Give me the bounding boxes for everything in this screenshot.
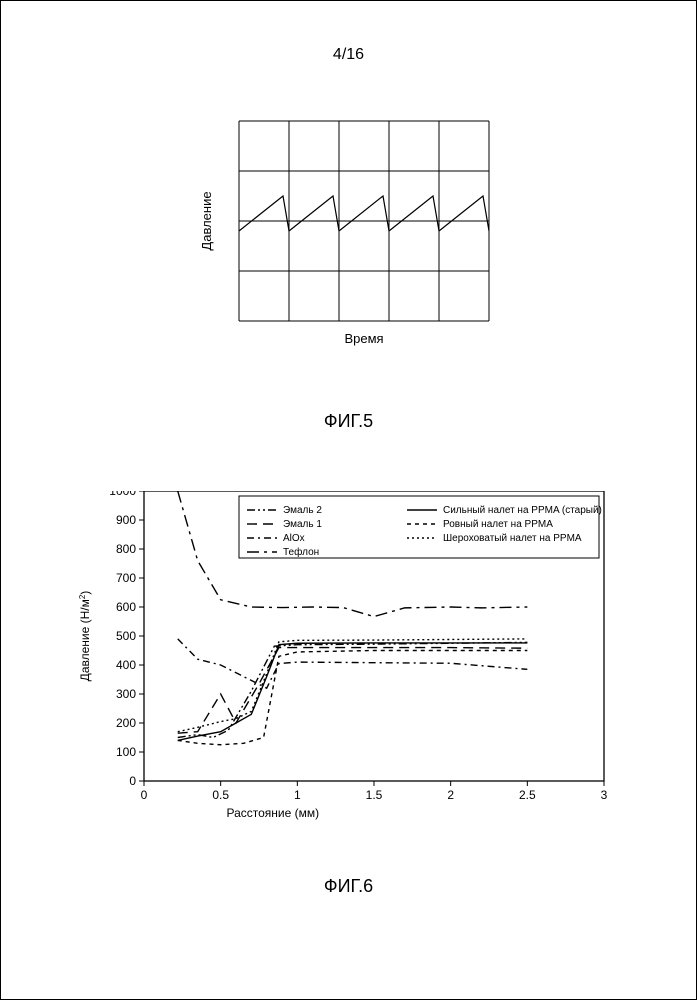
svg-text:400: 400 xyxy=(115,658,135,672)
svg-text:300: 300 xyxy=(115,687,135,701)
svg-text:Эмаль 1: Эмаль 1 xyxy=(283,519,322,530)
figure-5: Давление Время ФИГ.5 xyxy=(1,111,696,432)
svg-text:Расстояние (мм): Расстояние (мм) xyxy=(226,806,319,820)
svg-text:2.5: 2.5 xyxy=(518,788,535,802)
svg-text:0: 0 xyxy=(140,788,147,802)
svg-text:Сильный налет на PPMA (старый): Сильный налет на PPMA (старый) xyxy=(443,505,602,516)
svg-text:1.5: 1.5 xyxy=(365,788,382,802)
figure-6: 0 0.5 1 1.5 2 2.5 3 0 100 200 300 400 500 600 700 800 90… xyxy=(1,491,696,897)
svg-text:700: 700 xyxy=(115,571,135,585)
page: 4/16 Давление Время ФИГ.5 0 0.5 1 1.5 2 2.5 3 0 1… xyxy=(0,0,697,1000)
svg-text:Время: Время xyxy=(344,331,383,346)
fig5-caption: ФИГ.5 xyxy=(1,411,696,432)
svg-text:2: 2 xyxy=(447,788,454,802)
fig5-chart: Давление Время xyxy=(184,111,514,371)
svg-text:0: 0 xyxy=(129,774,136,788)
svg-text:Давление: Давление xyxy=(199,191,214,250)
svg-text:AlOx: AlOx xyxy=(283,533,305,544)
svg-text:Ровный налет на PPMA: Ровный налет на PPMA xyxy=(443,519,553,530)
svg-text:Эмаль 2: Эмаль 2 xyxy=(283,505,322,516)
svg-text:200: 200 xyxy=(115,716,135,730)
svg-text:Тефлон: Тефлон xyxy=(283,546,319,558)
svg-text:100: 100 xyxy=(115,745,135,759)
svg-text:3: 3 xyxy=(600,788,607,802)
svg-text:Давление (Н/м2): Давление (Н/м2) xyxy=(77,591,92,682)
svg-text:900: 900 xyxy=(115,513,135,527)
fig6-chart: 0 0.5 1 1.5 2 2.5 3 0 100 200 300 400 500 600 700 800 90… xyxy=(49,491,649,831)
svg-text:1: 1 xyxy=(293,788,300,802)
svg-text:Шероховатый налет на PPMA: Шероховатый налет на PPMA xyxy=(443,533,582,544)
svg-text:0.5: 0.5 xyxy=(212,788,229,802)
svg-text:500: 500 xyxy=(115,629,135,643)
fig6-caption: ФИГ.6 xyxy=(1,876,696,897)
svg-text:800: 800 xyxy=(115,542,135,556)
svg-text:600: 600 xyxy=(115,600,135,614)
page-number: 4/16 xyxy=(1,46,696,64)
svg-text:1000: 1000 xyxy=(109,491,136,498)
